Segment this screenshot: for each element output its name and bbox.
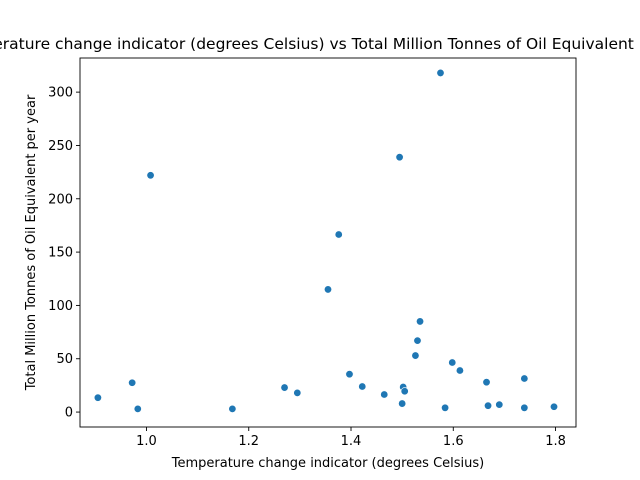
y-tick-label: 200	[48, 192, 73, 207]
y-tick-label: 100	[48, 299, 73, 314]
data-point-2	[128, 378, 137, 387]
x-axis-title: Temperature change indicator (degrees Ce…	[171, 456, 485, 471]
x-tick-label: 1.2	[238, 434, 259, 449]
data-point-9	[334, 230, 343, 239]
x-tick-label: 1.4	[341, 434, 362, 449]
data-point-11	[358, 382, 367, 391]
data-point-5	[228, 404, 237, 413]
data-point-20	[436, 68, 445, 77]
data-point-7	[293, 388, 302, 397]
chart-title: Temperature change indicator (degrees Ce…	[0, 35, 640, 53]
data-point-28	[520, 403, 529, 412]
data-point-3	[133, 404, 142, 413]
data-point-29	[550, 402, 559, 411]
data-point-21	[441, 403, 450, 412]
x-tick-label: 1.0	[136, 434, 157, 449]
data-point-16	[400, 387, 409, 396]
data-point-12	[380, 390, 389, 399]
y-tick-label: 50	[56, 352, 73, 367]
data-point-6	[280, 383, 289, 392]
y-axis-ticks: 0 50 100 150 200 250 300	[48, 86, 80, 421]
data-point-26	[495, 400, 504, 409]
y-axis-title: Total Million Tonnes of Oil Equivalent p…	[24, 94, 39, 391]
y-tick-label: 300	[48, 86, 73, 101]
data-point-25	[484, 401, 493, 410]
data-point-19	[416, 317, 425, 326]
y-tick-label: 150	[48, 246, 73, 261]
x-tick-label: 1.8	[545, 434, 566, 449]
data-point-18	[413, 336, 422, 345]
data-point-27	[520, 374, 529, 383]
x-tick-label: 1.6	[443, 434, 464, 449]
data-points	[93, 68, 559, 413]
data-point-13	[395, 153, 404, 162]
data-point-22	[448, 358, 457, 367]
x-axis-ticks: 1.0 1.2 1.4 1.6 1.8	[136, 427, 566, 449]
data-point-17	[411, 351, 420, 360]
data-point-23	[455, 366, 464, 375]
plot-frame	[79, 57, 577, 428]
data-point-14	[398, 399, 407, 408]
y-tick-label: 250	[48, 139, 73, 154]
data-point-24	[482, 378, 491, 387]
data-point-4	[146, 171, 155, 180]
plot-area	[79, 57, 577, 428]
data-point-10	[345, 370, 354, 379]
data-point-8	[323, 285, 332, 294]
y-tick-label: 0	[65, 406, 73, 421]
data-point-1	[93, 393, 102, 402]
